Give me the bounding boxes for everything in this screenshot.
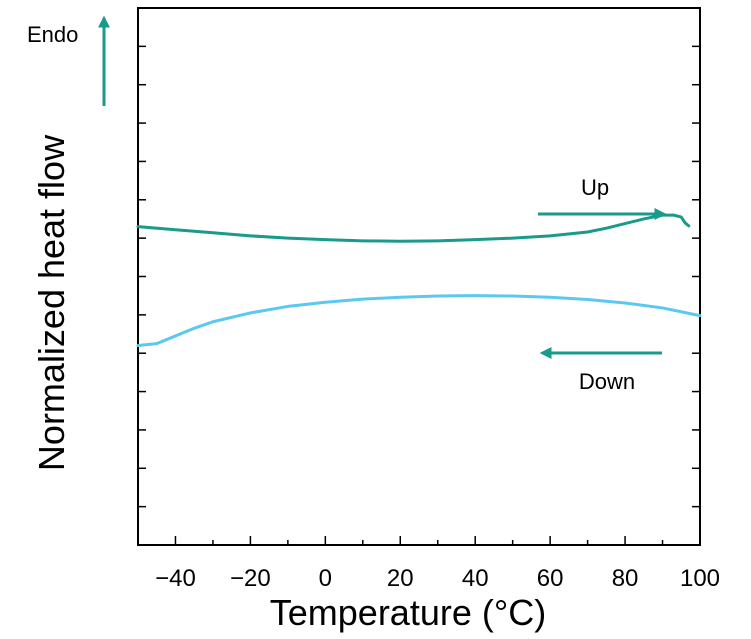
series-line-down	[136, 294, 702, 348]
x-axis-ticks	[137, 536, 701, 545]
x-tick-label: −40	[155, 565, 196, 592]
x-tick-label: 40	[462, 565, 489, 592]
plot-frame	[137, 7, 701, 546]
series-line-up	[136, 213, 691, 243]
x-axis-tick-labels: −40 −20 0 20 40 60 80 100	[155, 565, 720, 592]
y-axis-title: Normalized heat flow	[31, 134, 72, 471]
y-axis-ticks	[138, 7, 700, 546]
x-tick-label: 100	[680, 565, 720, 592]
up-label: Up	[581, 175, 609, 200]
down-label: Down	[579, 369, 635, 394]
series-lines	[136, 213, 702, 348]
x-tick-label: 0	[319, 565, 332, 592]
x-tick-label: −20	[230, 565, 271, 592]
endo-label: Endo	[27, 22, 78, 47]
x-axis-title: Temperature (°C)	[270, 592, 546, 633]
x-tick-label: 60	[537, 565, 564, 592]
x-tick-label: 20	[387, 565, 414, 592]
x-tick-label: 80	[612, 565, 639, 592]
